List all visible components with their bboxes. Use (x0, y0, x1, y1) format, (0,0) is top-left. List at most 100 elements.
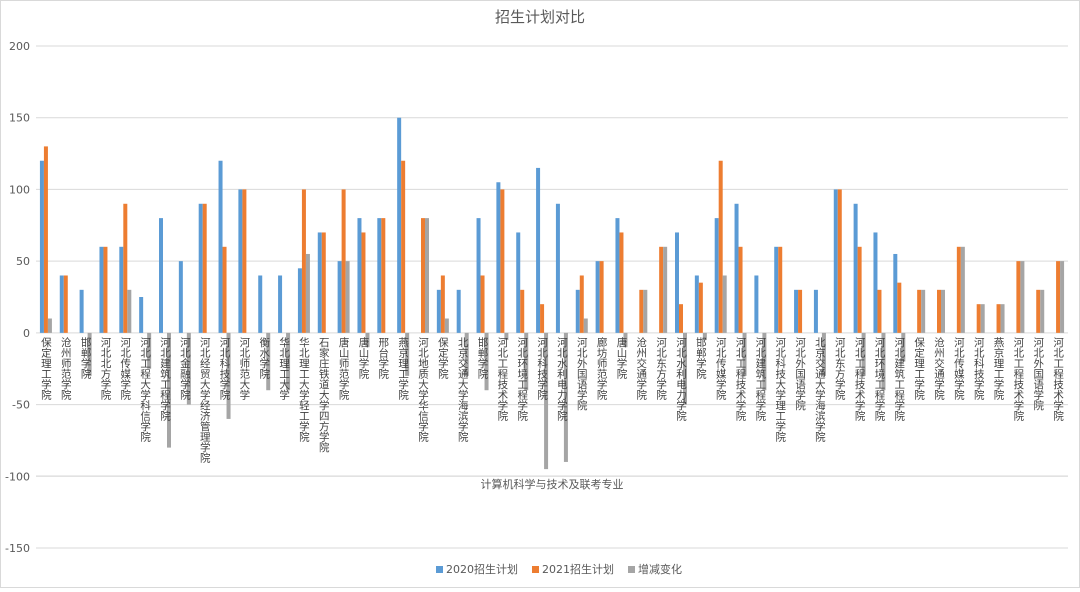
bar (897, 282, 902, 333)
x-tick-label: 河北工程技术学院 (735, 337, 747, 422)
bar (218, 160, 223, 333)
bar (381, 218, 386, 333)
bar (837, 189, 842, 333)
bar (345, 261, 350, 333)
bar (544, 332, 549, 470)
x-tick-label: 保定学院 (437, 336, 449, 380)
bar (79, 289, 84, 333)
bar (377, 218, 382, 333)
y-tick-label: 200 (9, 40, 30, 53)
bar (119, 246, 124, 333)
bar (127, 289, 132, 333)
bar (754, 275, 759, 333)
bar (480, 275, 485, 333)
bar (536, 167, 541, 333)
bar (337, 261, 342, 333)
bar (147, 332, 152, 369)
x-tick-label: 燕京理工学院 (397, 337, 409, 401)
bar (401, 160, 406, 333)
x-tick-label: 河北工程技术学院 (496, 337, 508, 422)
bar (833, 189, 838, 333)
bar (103, 246, 108, 333)
legend-label: 增减变化 (638, 562, 682, 576)
bar (718, 160, 723, 333)
legend-swatch (436, 566, 443, 573)
x-tick-label: 唐山学院 (357, 336, 369, 380)
x-tick-label: 河北北方学院 (99, 337, 111, 401)
bar (159, 218, 163, 333)
x-tick-label: 华北理工大学轻工学院 (298, 336, 310, 443)
bar (702, 332, 707, 341)
x-tick-label: 邯郸学院 (695, 336, 707, 380)
x-tick-label: 华北理工大学 (278, 336, 290, 400)
x-tick-label: 邢台学院 (377, 337, 389, 380)
y-tick-label: -150 (5, 542, 30, 555)
x-tick-label: 河北环境工程学院 (516, 337, 528, 422)
bar (698, 282, 703, 333)
bar (639, 289, 644, 333)
bar (278, 275, 283, 333)
bar (881, 332, 886, 391)
bar (996, 304, 1001, 333)
bar (901, 332, 906, 362)
bar (321, 232, 326, 333)
bar (202, 203, 207, 333)
x-tick-label: 保定理工学院 (40, 336, 52, 401)
bar (857, 246, 862, 333)
bar (504, 332, 509, 341)
bar (778, 246, 783, 333)
bar (575, 289, 580, 333)
bar (99, 246, 104, 333)
bar (683, 332, 687, 405)
bar (675, 232, 679, 333)
bar (937, 289, 941, 333)
x-tick-label: 唐山学院 (615, 336, 627, 380)
bar (917, 289, 922, 333)
bar (436, 289, 441, 333)
bar (186, 332, 191, 405)
x-tick-label: 河北科技学院 (973, 337, 985, 401)
x-tick-label: 北京交通大学海滨学院 (814, 337, 826, 443)
bar (579, 275, 584, 333)
x-tick-label: 河北工程技术学院 (1052, 337, 1064, 422)
bar (222, 246, 227, 333)
bar (361, 232, 366, 333)
bar (444, 318, 449, 333)
bar (762, 332, 767, 391)
bar (960, 246, 965, 333)
bar (663, 246, 668, 333)
x-tick-label: 河北水利电力学院 (675, 337, 687, 422)
x-tick-label: 河北建筑工程学院 (893, 337, 905, 422)
bar (286, 332, 291, 391)
bar (47, 318, 52, 333)
bar (742, 332, 747, 376)
bar (484, 332, 489, 391)
bar (794, 289, 799, 333)
x-tick-label: 河北工程技术学院 (1012, 337, 1024, 422)
bar (615, 218, 620, 333)
bar (1036, 289, 1041, 333)
y-tick-label: 50 (16, 255, 30, 268)
bar (540, 304, 545, 333)
x-tick-label: 河北地质大学华信学院 (417, 337, 429, 443)
bar (305, 253, 310, 333)
bar (476, 218, 481, 333)
chart-title: 招生计划对比 (495, 8, 585, 26)
bar (421, 218, 425, 333)
bar (599, 261, 604, 333)
bar (39, 160, 44, 333)
bar (520, 289, 525, 333)
legend: 2020招生计划 2021招生计划 增减变化 (436, 562, 682, 576)
x-tick-label: 廊坊师范学院 (596, 336, 608, 401)
bar (43, 146, 48, 333)
bar (821, 332, 826, 376)
bar (861, 332, 866, 376)
bar (242, 189, 247, 333)
bar (226, 332, 231, 419)
legend-label: 2020招生计划 (446, 562, 518, 576)
bar (123, 203, 128, 333)
bar (583, 318, 588, 333)
x-tick-label: 河北科技大学理工学院 (774, 337, 786, 443)
bar (976, 304, 981, 333)
x-tick-label: 沧州交通学院 (635, 336, 647, 401)
